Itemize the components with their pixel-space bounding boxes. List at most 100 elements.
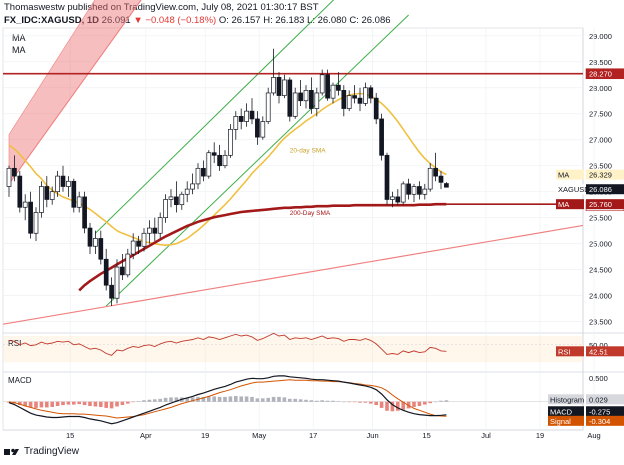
candle-body xyxy=(44,186,50,200)
candle-body xyxy=(190,183,195,190)
macd-histogram-bar xyxy=(417,401,422,406)
tradingview-logo[interactable]: TradingView xyxy=(4,446,79,457)
price-tick-label: 24.500 xyxy=(589,266,612,275)
candle-body xyxy=(163,199,168,219)
macd-value-tag xyxy=(586,394,624,405)
macd-histogram-bar xyxy=(315,400,319,402)
ma20-annotation: 20-day SMA xyxy=(290,148,326,155)
time-tick-label: 17 xyxy=(309,431,317,440)
price-change: ▼ −0.048 (−0.18%) xyxy=(133,15,217,26)
macd-histogram-bar xyxy=(72,401,76,405)
macd-name-tag xyxy=(548,415,584,426)
candle-body xyxy=(319,74,325,94)
candle-body xyxy=(136,240,141,247)
time-tick-label: 19 xyxy=(201,431,209,440)
macd-histogram-bar xyxy=(212,396,216,402)
candle-body xyxy=(66,180,71,187)
candle-body xyxy=(336,84,341,91)
price-tick-label: 26.500 xyxy=(589,162,612,171)
macd-histogram-bar xyxy=(201,396,206,402)
macd-name-tag xyxy=(548,394,584,405)
macd-histogram-bar xyxy=(109,401,114,409)
price-tick-label: 27.000 xyxy=(589,136,612,145)
candle-body xyxy=(363,87,368,104)
macd-histogram-bar xyxy=(88,401,92,406)
macd-histogram-bar xyxy=(363,401,368,403)
candle-body xyxy=(201,167,206,177)
candle-body xyxy=(174,196,179,206)
macd-histogram-bar xyxy=(66,401,71,405)
candle-body xyxy=(168,196,174,200)
macd-histogram-bar xyxy=(401,401,405,410)
rsi-line xyxy=(8,332,447,356)
macd-line xyxy=(8,375,447,425)
candle-body xyxy=(352,95,357,99)
macd-histogram-bar xyxy=(131,401,135,403)
series-price-tag xyxy=(586,184,624,195)
level-price-label: 28.270 xyxy=(589,70,612,79)
candle-body xyxy=(60,175,66,187)
candle-body xyxy=(249,110,255,120)
series-price-label: 26.086 xyxy=(589,185,612,194)
series-price-label: 26.329 xyxy=(589,171,612,180)
price-tick-label: 28.000 xyxy=(589,84,612,93)
time-tick-label: Jun xyxy=(367,431,379,440)
macd-histogram-bar xyxy=(158,398,162,402)
macd-histogram-bar xyxy=(115,401,119,407)
indicator-legend-ma-1[interactable]: MA xyxy=(12,33,26,43)
macd-value-tag xyxy=(586,415,624,426)
candle-body xyxy=(76,196,82,208)
symbol-ohlc-line: FX_IDC:XAGUSD, 1D 26.091 ▼ −0.048 (−0.18… xyxy=(4,15,391,26)
rsi-label: RSI xyxy=(8,339,21,348)
candle-body xyxy=(12,167,17,177)
series-name-label: MA xyxy=(558,171,569,180)
macd-histogram-bar xyxy=(358,401,362,403)
candle-body xyxy=(427,167,433,190)
indicator-legend-ma-2[interactable]: MA xyxy=(12,45,26,55)
candle-body xyxy=(130,240,136,255)
candle-body xyxy=(400,183,406,203)
symbol-label[interactable]: FX_IDC:XAGUSD, 1D xyxy=(4,15,100,26)
macd-name-label: MACD xyxy=(550,407,573,416)
candle-body xyxy=(417,186,422,195)
candle-body xyxy=(438,175,444,183)
series-name-label: MA xyxy=(558,200,569,209)
macd-histogram-bar xyxy=(352,401,357,403)
channel-upper-line xyxy=(95,0,335,234)
macd-histogram-bar xyxy=(163,397,168,402)
macd-histogram-bar xyxy=(223,396,227,402)
candle-body xyxy=(265,92,271,122)
macd-histogram-bar xyxy=(396,401,400,411)
macd-histogram-bar xyxy=(82,401,87,406)
long-trendline xyxy=(2,224,584,325)
macd-histogram-bar xyxy=(169,397,173,402)
candle-body xyxy=(390,196,395,200)
candle-body xyxy=(325,74,330,99)
macd-histogram-bar xyxy=(325,400,330,402)
macd-histogram-bar xyxy=(93,401,98,407)
macd-histogram-bar xyxy=(261,398,265,402)
macd-histogram-bar xyxy=(61,401,65,406)
macd-name-tag xyxy=(548,406,584,417)
ma20-line xyxy=(8,92,447,247)
candle-body xyxy=(49,191,55,200)
candle-body xyxy=(109,284,114,299)
ma200-line xyxy=(78,202,447,292)
macd-histogram-bar xyxy=(55,401,60,406)
candle-body xyxy=(179,193,185,206)
macd-histogram-bar xyxy=(77,401,81,405)
candle-body xyxy=(444,183,449,188)
macd-histogram-bar xyxy=(390,401,395,412)
publisher-line: Thomaswestw published on TradingView.com… xyxy=(4,2,319,13)
candle-body xyxy=(271,77,276,94)
candle-body xyxy=(22,201,28,208)
macd-histogram-bar xyxy=(28,401,33,408)
series-name-tag xyxy=(556,184,584,195)
candle-body xyxy=(373,97,379,120)
macd-histogram-bar xyxy=(34,401,38,408)
macd-histogram-bar xyxy=(412,401,416,407)
channel-lower-line xyxy=(105,14,409,307)
candle-body xyxy=(114,266,120,299)
candle-body xyxy=(87,227,93,247)
